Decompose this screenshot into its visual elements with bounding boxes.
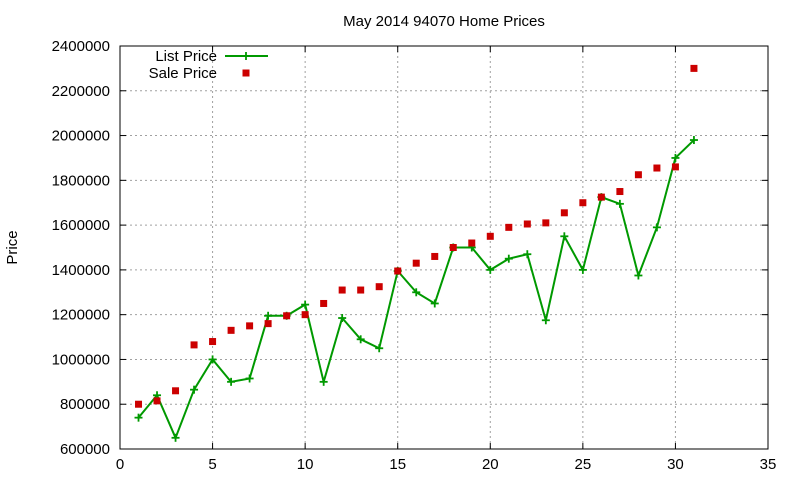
sale-price-point: [227, 326, 235, 334]
list-price-point: [227, 377, 236, 386]
y-tick-label: 1200000: [52, 307, 110, 324]
x-tick-label: 25: [575, 456, 592, 473]
list-price-point: [134, 413, 143, 422]
y-tick-label: 1800000: [52, 172, 110, 189]
x-tick-label: 30: [667, 456, 684, 473]
sale-price-point: [690, 64, 698, 72]
list-price-point: [615, 199, 624, 208]
y-tick-label: 2200000: [52, 83, 110, 100]
x-tick-label: 5: [208, 456, 216, 473]
sale-price-point: [209, 338, 217, 346]
sale-price-point: [449, 244, 457, 251]
sale-price-point: [671, 163, 679, 171]
sale-price-point: [153, 397, 161, 405]
list-price-point: [375, 344, 384, 353]
list-price-point: [689, 136, 698, 145]
sale-price-point: [394, 267, 402, 275]
grid-lines: [120, 46, 768, 449]
list-price-point: [560, 232, 569, 241]
legend-label: Sale Price: [149, 65, 217, 82]
x-tick-label: 35: [760, 456, 777, 473]
list-price-point: [264, 311, 273, 320]
sale-price-point: [135, 400, 143, 408]
list-price-point: [319, 377, 328, 386]
sale-price-point: [320, 299, 328, 307]
list-price-point: [412, 288, 421, 297]
x-tick-label: 15: [389, 456, 406, 473]
list-price-point: [523, 250, 532, 259]
list-price-point: [486, 265, 495, 274]
sale-price-point: [357, 286, 365, 294]
sale-price-point: [653, 164, 661, 172]
list-price-point: [430, 299, 439, 308]
list-price-point: [171, 433, 180, 442]
sale-price-point: [486, 232, 494, 240]
series-sale-price: [135, 64, 698, 408]
list-price-point: [356, 335, 365, 344]
sale-price-point: [172, 387, 180, 395]
sale-price-point: [634, 171, 642, 179]
series-list-price: [134, 136, 698, 442]
legend-plus-marker: [242, 52, 250, 60]
sale-price-point: [597, 193, 605, 201]
sale-price-point: [190, 341, 198, 349]
list-price-point: [578, 265, 587, 274]
y-axis-label: Price: [4, 230, 21, 264]
plot-frame: [119, 45, 769, 450]
sale-price-point: [505, 223, 513, 231]
legend-label: List Price: [155, 48, 217, 65]
sale-price-point: [560, 209, 568, 217]
x-tick-label: 0: [116, 456, 124, 473]
y-tick-label: 2400000: [52, 38, 110, 55]
sale-price-point: [375, 283, 383, 291]
sale-price-point: [431, 252, 439, 260]
legend-square-marker: [242, 69, 250, 77]
y-tick-label: 2000000: [52, 128, 110, 145]
sale-price-point: [338, 286, 346, 294]
list-price-point: [671, 153, 680, 162]
plot-data: [134, 64, 698, 442]
list-price-point: [652, 223, 661, 232]
x-tick-label: 10: [297, 456, 314, 473]
list-price-point: [245, 374, 254, 383]
axis-ticks: 0 5 10 15 20 25 30 35 600000 800000 1000000 1200000…: [52, 38, 777, 473]
sale-price-point: [542, 219, 550, 227]
sale-price-point: [579, 199, 587, 207]
list-price-point: [634, 271, 643, 280]
list-price-point: [190, 385, 199, 394]
y-tick-label: 1400000: [52, 262, 110, 279]
list-price-point: [504, 254, 513, 263]
list-price-point: [541, 316, 550, 325]
sale-price-point: [283, 312, 291, 320]
y-tick-label: 800000: [60, 396, 110, 413]
sale-price-point: [301, 311, 309, 319]
sale-price-point: [264, 320, 272, 328]
sale-price-point: [523, 220, 531, 228]
sale-price-point: [412, 259, 420, 267]
sale-price-point: [468, 239, 476, 247]
list-price-point: [338, 314, 347, 323]
y-tick-label: 600000: [60, 441, 110, 458]
x-tick-label: 20: [482, 456, 499, 473]
y-tick-label: 1000000: [52, 351, 110, 368]
list-price-point: [301, 300, 310, 309]
sale-price-point: [616, 188, 624, 196]
y-tick-label: 1600000: [52, 217, 110, 234]
chart-title: May 2014 94070 Home Prices: [343, 13, 545, 30]
sale-price-point: [246, 322, 254, 330]
list-price-point: [208, 355, 217, 364]
